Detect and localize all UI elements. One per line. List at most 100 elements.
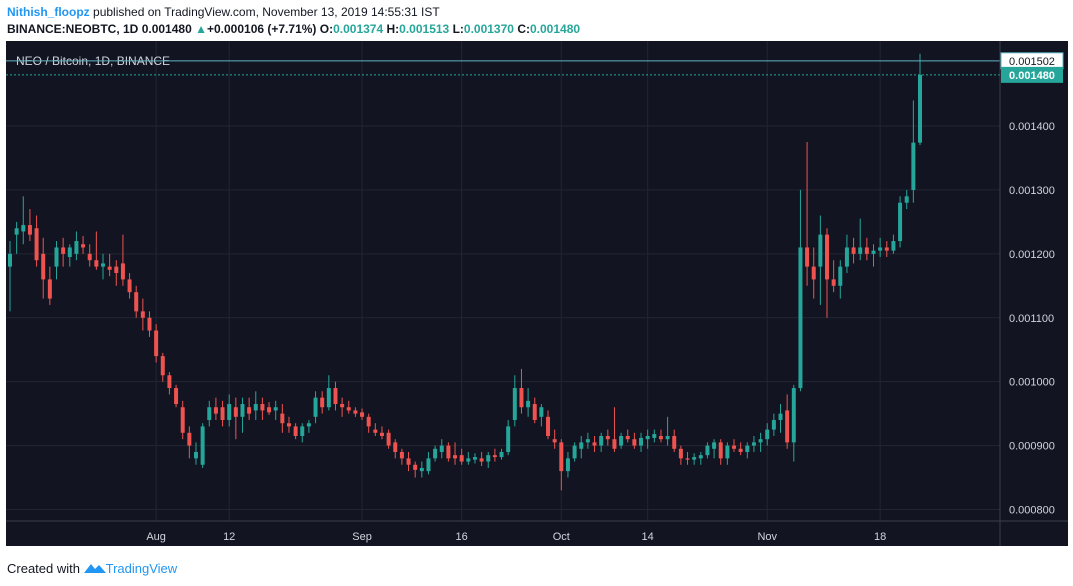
candle-body: [386, 432, 391, 446]
candle: [134, 285, 139, 318]
candle: [632, 432, 637, 449]
candle-body: [14, 228, 19, 235]
candle-body: [101, 263, 105, 267]
candle: [785, 394, 790, 449]
candle: [858, 218, 863, 261]
candle-body: [120, 263, 125, 280]
candle: [107, 253, 112, 277]
candle-body: [107, 266, 112, 270]
candle: [619, 432, 624, 449]
chart-area[interactable]: NEO / Bitcoin, 1D, BINANCE 0.001502 0.001…: [6, 41, 1068, 546]
low-label: L:: [452, 22, 464, 36]
candle-body: [532, 404, 537, 421]
up-arrow-icon: ▲: [195, 22, 207, 36]
candle-body: [519, 388, 524, 408]
candle: [180, 400, 185, 440]
candle: [751, 435, 756, 452]
candle-body: [466, 458, 471, 462]
candle-body: [732, 445, 737, 449]
candle: [838, 260, 843, 299]
candle: [725, 442, 730, 465]
candle: [373, 423, 378, 436]
candle: [267, 402, 272, 415]
candle-body: [718, 442, 723, 459]
candlestick-chart[interactable]: NEO / Bitcoin, 1D, BINANCE 0.0015020.001…: [6, 41, 1068, 546]
candle-body: [87, 253, 92, 261]
tradingview-brand[interactable]: TradingView: [105, 561, 178, 576]
candle-body: [751, 442, 756, 446]
author-name[interactable]: Nithish_floopz: [7, 5, 90, 19]
candle-body: [439, 445, 444, 452]
candle-body: [160, 356, 165, 376]
candle: [366, 413, 371, 433]
candle: [207, 400, 212, 427]
candle-body: [393, 442, 398, 452]
candle: [878, 237, 883, 258]
candle: [805, 141, 810, 286]
candle: [260, 397, 265, 421]
close-value: 0.001480: [529, 22, 581, 36]
candle: [187, 426, 192, 459]
candle-body: [293, 426, 298, 436]
candle: [506, 420, 511, 456]
candle-body: [599, 435, 604, 446]
candle: [546, 410, 551, 440]
candle-body: [273, 407, 278, 411]
candle: [844, 234, 849, 274]
candle: [645, 429, 650, 449]
candle-body: [379, 432, 384, 436]
candle-body: [605, 435, 610, 440]
candle-body: [492, 455, 497, 458]
candle: [213, 397, 218, 421]
candle: [419, 461, 424, 478]
candle: [851, 237, 856, 264]
candle: [453, 442, 458, 465]
candle: [612, 407, 617, 452]
candle: [433, 445, 438, 462]
candle: [340, 397, 345, 417]
candle: [526, 388, 531, 417]
y-tick-label: 0.001400: [1009, 121, 1055, 133]
candle-body: [453, 455, 458, 459]
candle-body: [306, 423, 311, 427]
x-tick-label: 12: [223, 531, 235, 543]
candle-body: [632, 439, 637, 446]
candle: [174, 384, 179, 408]
candle: [333, 381, 338, 411]
candle-body: [572, 445, 577, 459]
candle-body: [825, 234, 829, 280]
candle-body: [672, 435, 677, 449]
candle-body: [891, 241, 896, 251]
candle-body: [745, 445, 750, 452]
candle: [519, 368, 524, 414]
candle-body: [240, 404, 245, 417]
candle-body: [785, 410, 790, 443]
candle: [592, 435, 597, 452]
candle-body: [260, 404, 265, 411]
candle-body: [180, 407, 185, 433]
candle: [898, 196, 903, 248]
open-value: 0.001374: [333, 22, 384, 36]
candle-body: [552, 439, 557, 443]
candle-body: [811, 266, 816, 280]
candle: [413, 461, 418, 478]
candle: [811, 247, 816, 299]
candle: [652, 429, 657, 443]
candle-body: [34, 228, 39, 261]
close-label: C:: [517, 22, 530, 36]
candle-body: [771, 420, 776, 430]
candle: [738, 442, 743, 456]
candle: [87, 244, 92, 267]
candle: [353, 407, 358, 417]
candle-body: [353, 410, 358, 414]
candle: [140, 298, 145, 331]
candle: [101, 253, 105, 280]
candle-body: [911, 142, 916, 190]
candle-body: [526, 400, 531, 408]
candle-body: [592, 442, 597, 446]
candle: [904, 189, 909, 210]
candle: [492, 448, 497, 462]
candle: [220, 400, 225, 427]
candle: [911, 100, 916, 203]
candle: [712, 439, 717, 459]
